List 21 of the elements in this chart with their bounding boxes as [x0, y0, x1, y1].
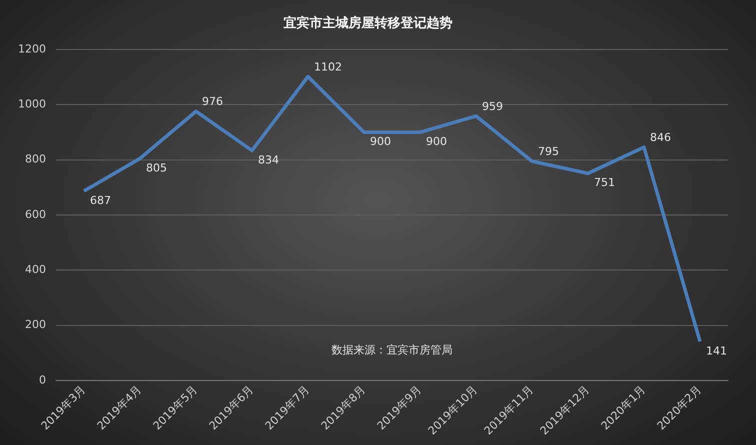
- data-label: 795: [538, 145, 559, 158]
- data-label: 141: [706, 344, 727, 358]
- data-label: 1102: [314, 60, 342, 74]
- y-tick-label: 600: [24, 208, 46, 221]
- y-tick-label: 400: [24, 263, 46, 276]
- data-label: 846: [650, 131, 671, 144]
- y-tick-label: 800: [24, 152, 46, 166]
- y-tick-label: 1000: [18, 98, 46, 111]
- data-label: 751: [594, 176, 615, 190]
- y-tick-label: 200: [24, 318, 46, 332]
- y-tick-label: 0: [38, 373, 46, 386]
- y-tick-label: 1200: [18, 42, 46, 56]
- data-label: 687: [90, 194, 111, 207]
- data-label: 959: [482, 100, 503, 113]
- data-label: 900: [426, 135, 447, 148]
- annotation: 数据来源：宜宾市房管局: [331, 343, 452, 356]
- data-label: 834: [258, 153, 279, 166]
- data-label: 900: [370, 135, 391, 148]
- data-label: 976: [202, 95, 223, 108]
- chart-title: 宜宾市主城房屋转移登记趋势: [284, 15, 452, 32]
- data-label: 805: [146, 161, 167, 174]
